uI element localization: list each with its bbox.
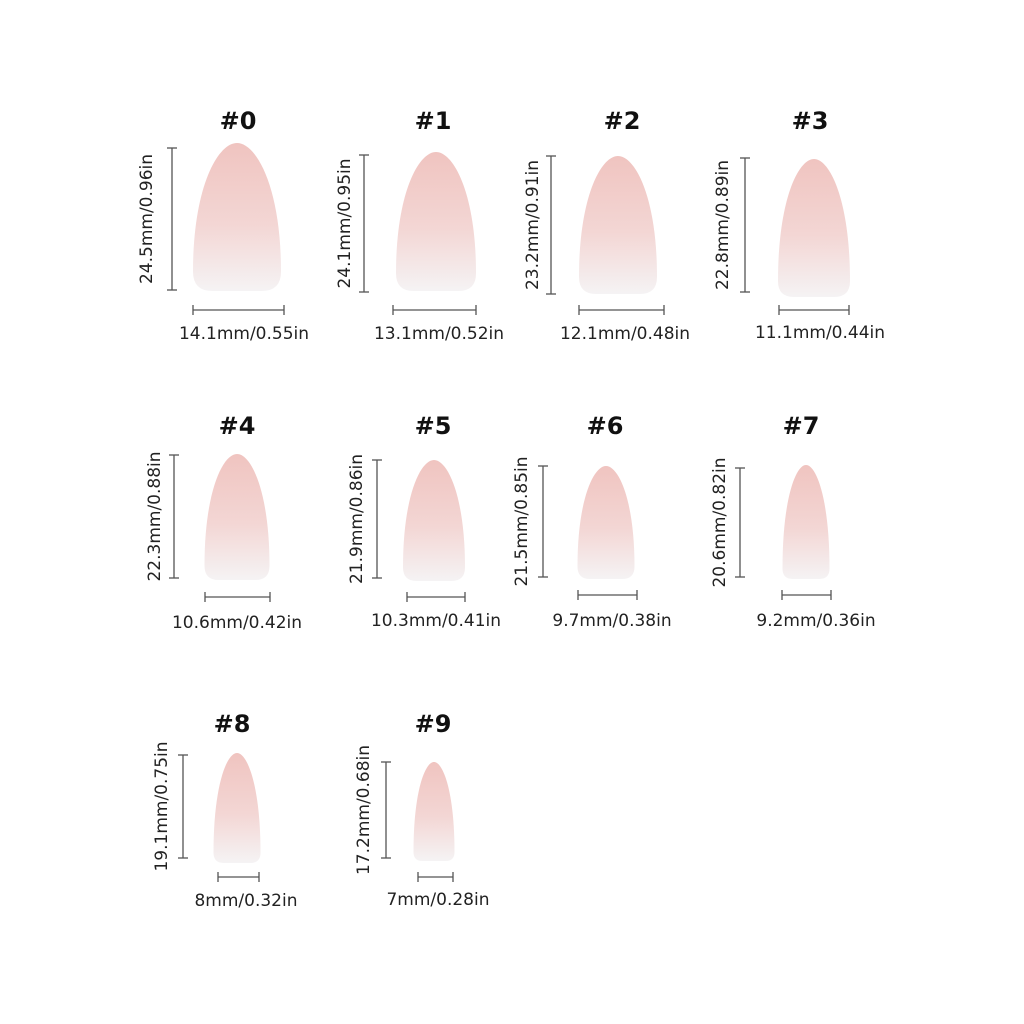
length-label: 24.5mm/0.96in — [137, 154, 157, 284]
length-label: 19.1mm/0.75in — [152, 741, 172, 871]
nail-shape — [204, 454, 270, 580]
length-label: 20.6mm/0.82in — [710, 457, 730, 587]
nail-shape — [782, 465, 830, 579]
size-label: #0 — [220, 107, 257, 135]
width-label: 12.1mm/0.48in — [560, 324, 690, 344]
size-label: #1 — [415, 107, 452, 135]
size-label: #3 — [792, 107, 829, 135]
size-label: #7 — [783, 412, 820, 440]
nail-shape — [413, 762, 455, 861]
nail-shape — [193, 143, 281, 291]
nail-shape — [213, 753, 261, 863]
size-label: #8 — [214, 710, 251, 738]
size-label: #5 — [415, 412, 452, 440]
length-label: 21.9mm/0.86in — [347, 454, 367, 584]
length-label: 17.2mm/0.68in — [354, 745, 374, 875]
size-label: #2 — [604, 107, 641, 135]
width-label: 10.3mm/0.41in — [371, 611, 501, 631]
length-label: 22.8mm/0.89in — [713, 160, 733, 290]
width-label: 13.1mm/0.52in — [374, 324, 504, 344]
nail-shape — [577, 466, 635, 579]
length-label: 21.5mm/0.85in — [512, 456, 532, 586]
width-label: 7mm/0.28in — [386, 890, 489, 910]
size-label: #9 — [415, 710, 452, 738]
length-label: 24.1mm/0.95in — [335, 158, 355, 288]
nail-shape — [403, 460, 465, 581]
nail-shape — [396, 152, 476, 291]
width-label: 14.1mm/0.55in — [179, 324, 309, 344]
size-label: #4 — [219, 412, 256, 440]
width-label: 11.1mm/0.44in — [755, 323, 885, 343]
width-label: 9.7mm/0.38in — [552, 611, 671, 631]
width-label: 9.2mm/0.36in — [756, 611, 875, 631]
nail-shape — [579, 156, 657, 294]
size-label: #6 — [587, 412, 624, 440]
width-label: 10.6mm/0.42in — [172, 613, 302, 633]
width-label: 8mm/0.32in — [194, 891, 297, 911]
length-label: 22.3mm/0.88in — [145, 451, 165, 581]
length-label: 23.2mm/0.91in — [523, 160, 543, 290]
nail-shape — [778, 159, 850, 297]
